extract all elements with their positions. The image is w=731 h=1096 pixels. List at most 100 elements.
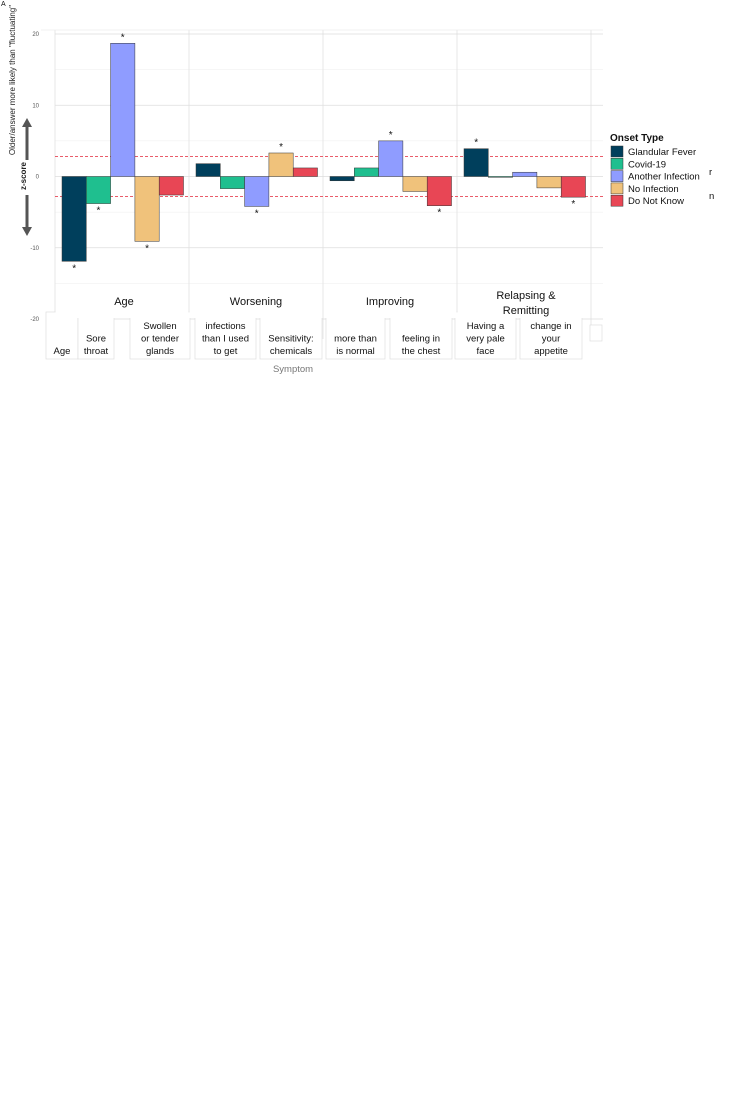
legend-swatch: [610, 145, 624, 158]
bar-another-infection-2: [244, 176, 270, 207]
bar-do-not-know-3: [426, 176, 452, 206]
y-tick-label: 20: [32, 32, 39, 38]
legend-title: Onset Type: [610, 133, 664, 144]
bar-covid-19-1: [86, 176, 111, 204]
bar-glandular-fever-1: [61, 176, 87, 262]
symptom-box: [589, 324, 603, 342]
symptom-label: is normal: [336, 346, 375, 357]
legend-label: Another Infection: [628, 172, 700, 183]
symptom-label: throat: [84, 346, 109, 357]
facet-strip: [323, 284, 457, 318]
symptom-box: [454, 311, 517, 360]
symptom-label: than I used: [202, 334, 249, 345]
up-arrow-head: [22, 118, 32, 127]
bar-glandular-fever-3: [329, 176, 355, 182]
legend-label: Covid-19: [628, 159, 666, 170]
bar-another-infection-1: [110, 43, 136, 177]
significance-star: *: [437, 208, 441, 219]
bar-do-not-know-4: [560, 176, 586, 198]
significance-star: *: [72, 263, 76, 274]
y-axis-title: Older/answer more likely than "fluctuati…: [8, 5, 28, 190]
symptom-label: more than: [334, 334, 377, 345]
bar-do-not-know-1: [158, 176, 184, 196]
bar-covid-19-3: [354, 167, 379, 177]
bars: [61, 43, 586, 262]
bar-covid-19-2: [220, 176, 245, 189]
y-tick-label: -10: [30, 246, 39, 252]
facet-labels: Age Worsening Improving Relapsing & Remittin…: [55, 284, 591, 318]
symptom-label: the chest: [402, 346, 441, 357]
bar-another-infection-4: [512, 171, 538, 177]
symptom-label: feeling in: [402, 334, 440, 345]
bar-another-infection-3: [378, 140, 404, 177]
bar-no-infection-4: [536, 176, 562, 189]
symptom-box: [194, 311, 257, 360]
symptom-label: your: [542, 334, 560, 345]
facet-strip: [55, 284, 189, 318]
y-tick-label: -20: [30, 317, 39, 323]
significance-stars: * * * * * * * * * *: [72, 32, 575, 274]
facet-label: Remitting: [503, 305, 549, 317]
bar-covid-19-4: [488, 176, 513, 178]
y-axis-arrows: [22, 118, 32, 236]
symptom-label: Swollen: [143, 321, 176, 332]
y-axis-title-top: Older/answer more likely than "fluctuati…: [8, 5, 17, 155]
significance-star: *: [279, 142, 283, 153]
facet-label: Improving: [366, 296, 414, 308]
corner-label: A: [1, 1, 6, 8]
symptom-label: face: [477, 346, 495, 357]
legend-swatch: [610, 158, 624, 170]
symptom-box: [519, 311, 583, 360]
symptom-label: glands: [146, 346, 174, 357]
legend-swatch: [610, 194, 624, 207]
symptom-box: [259, 311, 323, 360]
legend-swatch: [610, 182, 624, 195]
legend-label: Glandular Fever: [628, 147, 696, 158]
legend-label: Do Not Know: [628, 196, 684, 207]
y-tick-label: 0: [36, 175, 40, 181]
bar-do-not-know-2: [292, 167, 318, 177]
symptom-label: to get: [214, 346, 238, 357]
symptom-label: or tender: [141, 334, 179, 345]
bar-no-infection-3: [402, 176, 428, 192]
symptom-label: very pale: [466, 334, 505, 345]
symptom-label: Having a: [467, 321, 505, 332]
symptom-label: Sensitivity:: [268, 334, 313, 345]
facet-label: Relapsing &: [496, 290, 556, 302]
symptom-box: [389, 311, 453, 360]
legend-overflow-text: n: [709, 191, 714, 202]
symptom-label: appetite: [534, 346, 568, 357]
symptom-label: Age: [54, 346, 71, 357]
symptom-label: chemicals: [270, 346, 312, 357]
significance-star: *: [96, 206, 100, 217]
symptom-box: [325, 311, 386, 360]
significance-star: *: [389, 130, 393, 141]
facet-strip: [457, 284, 591, 318]
significance-star: *: [474, 138, 478, 149]
legend-swatch: [610, 170, 624, 182]
significance-star: *: [145, 243, 149, 254]
symptom-box: [45, 311, 79, 360]
symptom-label: change in: [530, 321, 571, 332]
facet-label: Age: [114, 296, 134, 308]
legend-overflow-text: r: [709, 167, 712, 178]
bar-glandular-fever-2: [195, 163, 221, 177]
symptom-box: [129, 311, 191, 360]
x-axis-title: Symptom: [273, 364, 313, 375]
symptom-label: Sore: [86, 334, 106, 345]
facet-strip: [189, 284, 323, 318]
down-arrow-head: [22, 227, 32, 236]
bar-no-infection-2: [268, 152, 294, 177]
significance-star: *: [571, 199, 575, 210]
symptom-label: infections: [205, 321, 245, 332]
bar-no-infection-1: [134, 176, 160, 242]
significance-star: *: [121, 32, 125, 43]
legend-label: No Infection: [628, 184, 679, 195]
significance-star: *: [255, 208, 259, 219]
y-axis-title-zscore: z-score: [19, 161, 28, 190]
y-axis: 20 10 0 -10 -20: [30, 32, 39, 323]
bar-glandular-fever-4: [463, 148, 489, 177]
